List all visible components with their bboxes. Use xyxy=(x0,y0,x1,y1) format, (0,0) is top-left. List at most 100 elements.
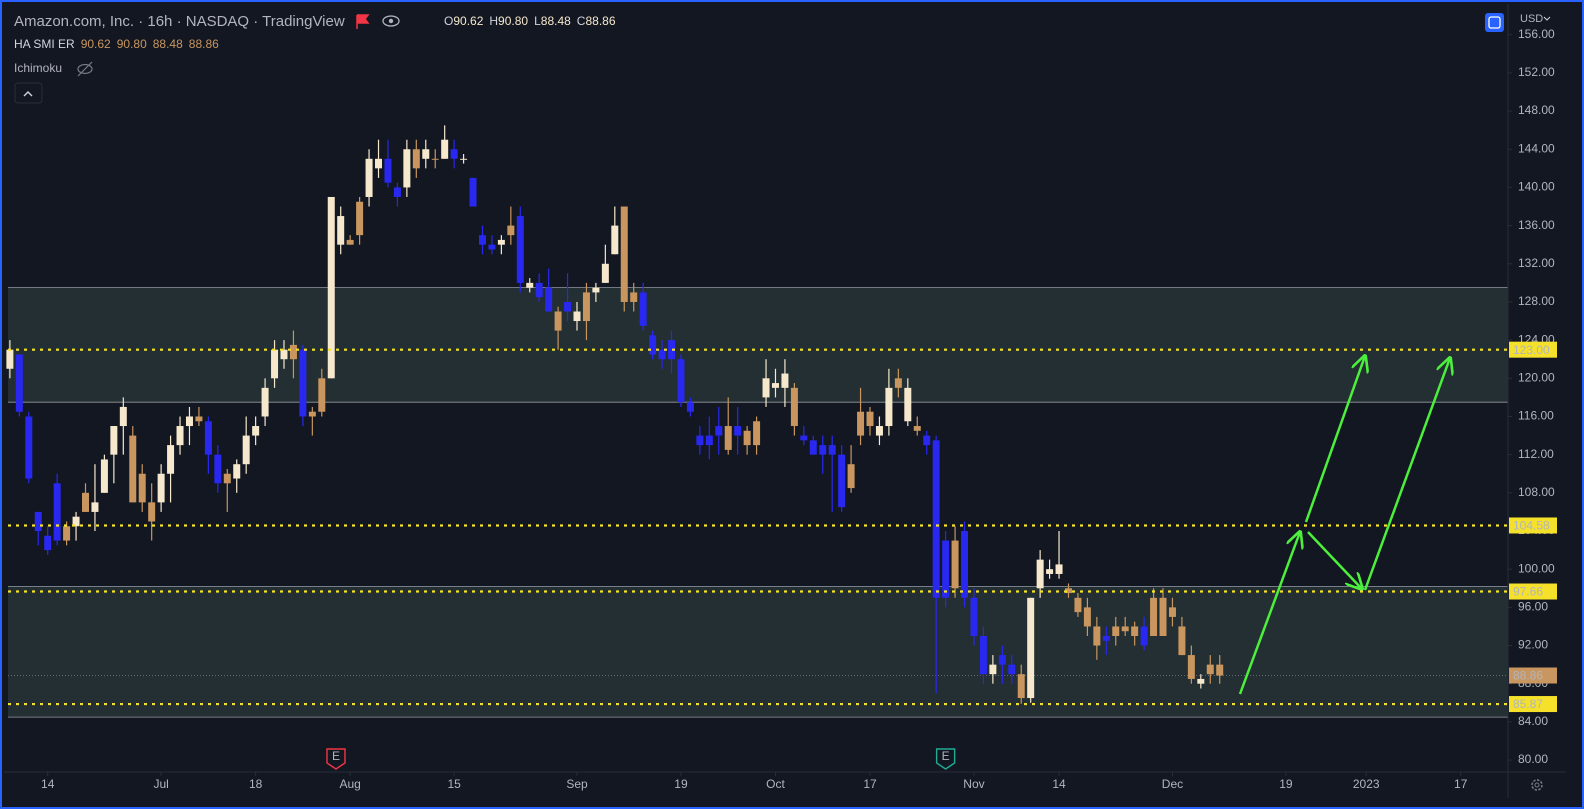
chart-title: Amazon.com, Inc. · 16h · NASDAQ · Tradin… xyxy=(14,13,345,30)
candle-body xyxy=(72,516,80,527)
candle-body xyxy=(545,287,553,312)
candle-body xyxy=(790,387,798,427)
candle-body xyxy=(176,426,184,446)
collapse-button[interactable] xyxy=(14,82,43,104)
candle-body xyxy=(734,426,742,436)
level-badge xyxy=(1509,341,1557,358)
candle-body xyxy=(460,158,468,160)
candle-body xyxy=(592,287,600,293)
candle-body xyxy=(677,359,685,403)
x-tick-label: 14 xyxy=(1052,777,1066,791)
flag-icon[interactable] xyxy=(356,14,370,29)
candle-body xyxy=(1112,626,1120,636)
x-tick-label: 18 xyxy=(249,777,263,791)
y-tick-label: 116.00 xyxy=(1518,409,1554,423)
eye-off-icon[interactable] xyxy=(77,61,93,77)
last-price-label: 88.86 xyxy=(1513,669,1543,683)
candle-body xyxy=(1206,664,1214,675)
candle-body xyxy=(1036,559,1044,589)
candle-body xyxy=(1197,678,1205,684)
drawing-arrows xyxy=(1238,356,1450,695)
candle-body xyxy=(753,421,761,446)
candle-body xyxy=(582,292,590,322)
candle-body xyxy=(942,540,950,598)
arrow xyxy=(1363,358,1450,591)
candle-body xyxy=(15,354,23,412)
candle-body xyxy=(1216,664,1224,676)
y-tick-label: 112.00 xyxy=(1518,447,1554,461)
y-tick-label: 92.00 xyxy=(1518,638,1548,652)
candle-body xyxy=(526,282,534,288)
candle-body xyxy=(838,454,846,508)
candle-body xyxy=(800,435,808,441)
y-tick-label: 144.00 xyxy=(1518,141,1555,155)
plot-area xyxy=(6,125,1508,718)
candle-body xyxy=(271,349,279,379)
candle-body xyxy=(1159,597,1167,636)
candle-body xyxy=(1027,597,1035,699)
y-tick-label: 148.00 xyxy=(1518,103,1555,117)
candle-body xyxy=(743,430,751,446)
candle-body xyxy=(611,225,619,255)
last-price-badge xyxy=(1509,667,1557,684)
candle-body xyxy=(658,349,666,360)
settings-icon[interactable] xyxy=(1531,779,1543,791)
candle-body xyxy=(327,196,335,379)
candle-body xyxy=(762,378,770,398)
candle-body xyxy=(875,426,883,436)
y-tick-label: 100.00 xyxy=(1518,561,1555,575)
candle-body xyxy=(346,239,354,245)
level-label: 97.66 xyxy=(1513,585,1543,599)
ohlc-key: H xyxy=(489,14,498,28)
y-tick-label: 132.00 xyxy=(1518,256,1555,270)
x-tick-label: 14 xyxy=(41,777,55,791)
candle-body xyxy=(649,335,657,355)
candle-body xyxy=(535,282,543,298)
currency-caret[interactable] xyxy=(1543,16,1551,21)
y-tick-label: 128.00 xyxy=(1518,294,1555,308)
ohlc-value: 88.48 xyxy=(541,14,571,28)
currency[interactable]: USD xyxy=(1520,13,1543,25)
candle-body xyxy=(34,511,42,532)
indicator-value: 88.86 xyxy=(189,37,219,51)
level-badge xyxy=(1509,517,1557,534)
arrow xyxy=(1304,356,1365,523)
ohlc-legend: O90.62 H90.80 L88.48 C88.86 xyxy=(444,14,616,28)
candle-body xyxy=(668,340,676,360)
level-badge xyxy=(1509,583,1557,600)
candle-body xyxy=(573,311,581,322)
candle-body xyxy=(261,387,269,417)
eye-icon[interactable] xyxy=(382,15,400,27)
event-badge xyxy=(326,748,346,770)
x-tick-label: 2023 xyxy=(1353,777,1380,791)
candle-body xyxy=(393,187,401,197)
candle-body xyxy=(167,445,175,474)
candle-body xyxy=(904,387,912,422)
candle-body xyxy=(129,435,137,503)
candle-body xyxy=(639,292,647,326)
candle-body xyxy=(450,149,458,159)
candle-body xyxy=(148,502,156,522)
candle-body xyxy=(828,445,836,455)
screenshot-button[interactable] xyxy=(1485,13,1504,32)
candle-body xyxy=(157,473,165,503)
candle-body xyxy=(82,492,90,512)
candle-body xyxy=(1064,588,1072,594)
x-tick-label: Nov xyxy=(963,777,984,791)
candle-body xyxy=(998,655,1006,665)
y-tick-label: 136.00 xyxy=(1518,218,1555,232)
ohlc-value: 88.86 xyxy=(585,14,615,28)
candle-body xyxy=(223,473,231,484)
indicator-value: 90.80 xyxy=(117,37,147,51)
indicator-name: HA SMI ER xyxy=(14,37,75,51)
candle-body xyxy=(280,349,288,360)
candle-body xyxy=(242,435,250,465)
candle-body xyxy=(715,426,723,436)
candle-body xyxy=(252,426,260,436)
indicator-legend: HA SMI ER 90.62 90.80 88.48 88.86 xyxy=(14,37,219,51)
event-label: E xyxy=(942,749,950,763)
candle-body xyxy=(554,311,562,331)
level-label: 123.00 xyxy=(1513,343,1550,357)
candle-body xyxy=(970,597,978,636)
